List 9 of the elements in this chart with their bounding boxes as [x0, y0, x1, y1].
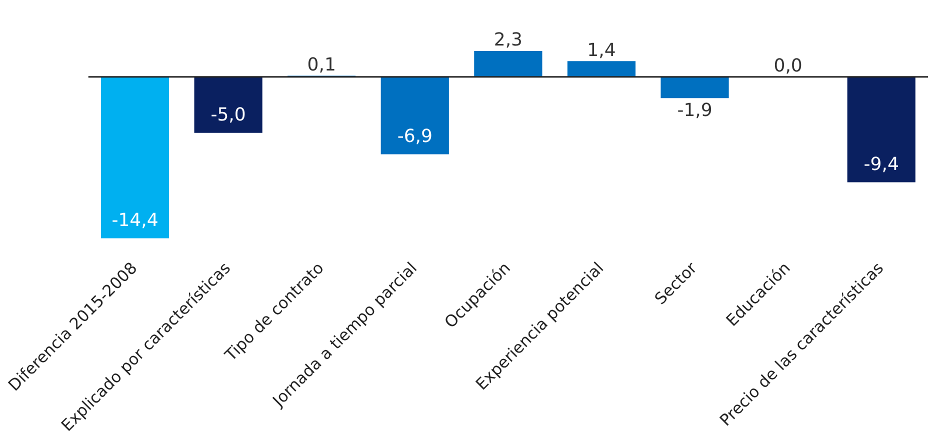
data-label: -1,9: [677, 100, 712, 121]
data-label: -9,4: [864, 154, 899, 175]
data-label: -6,9: [397, 126, 432, 147]
data-label: 0,1: [307, 54, 336, 76]
data-label: -5,0: [210, 104, 246, 126]
data-label: 1,4: [587, 40, 616, 61]
data-label: -14,4: [112, 210, 158, 231]
data-label: 0,0: [774, 56, 802, 77]
data-label: 2,3: [494, 30, 522, 51]
